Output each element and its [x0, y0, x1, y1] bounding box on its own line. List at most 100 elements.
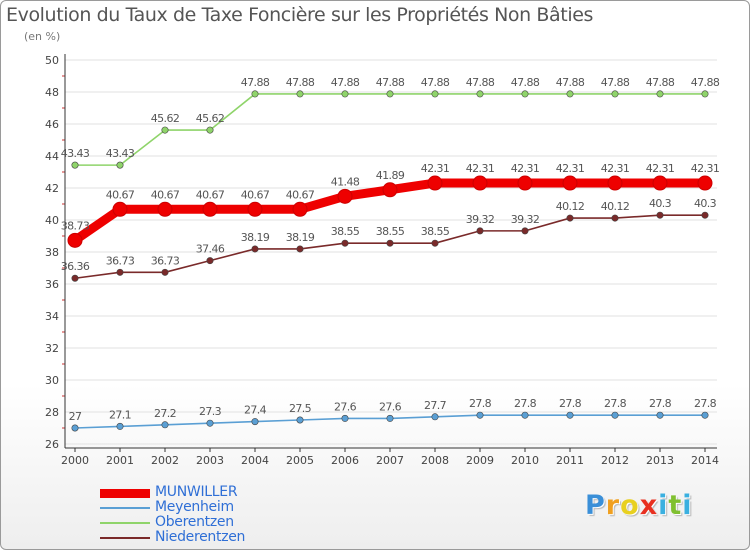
data-label: 36.73	[106, 254, 135, 267]
data-point	[247, 201, 263, 217]
data-label: 40.67	[151, 188, 180, 201]
data-label: 42.31	[556, 162, 585, 175]
logo-letter: P	[585, 490, 606, 521]
data-label: 47.88	[331, 76, 360, 89]
x-tick-label: 2011	[556, 454, 584, 467]
data-label: 38.55	[421, 225, 450, 238]
logo-letter: o	[620, 490, 640, 521]
data-label: 42.31	[421, 162, 450, 175]
data-point	[431, 413, 439, 421]
data-point	[566, 214, 574, 222]
x-tick-label: 2007	[376, 454, 404, 467]
data-point	[206, 419, 214, 427]
data-label: 43.43	[106, 147, 135, 160]
x-tick-label: 2004	[241, 454, 269, 467]
data-point	[341, 414, 349, 422]
data-point	[386, 414, 394, 422]
x-tick-label: 2012	[601, 454, 629, 467]
data-label: 27.8	[514, 397, 537, 410]
data-label: 40.67	[106, 188, 135, 201]
data-point	[157, 201, 173, 217]
data-label: 40.67	[286, 188, 315, 201]
data-point	[521, 411, 529, 419]
legend-label: MUNWILLER	[155, 484, 238, 500]
data-label: 27	[69, 410, 82, 423]
y-tick-label: 34	[45, 310, 59, 323]
data-point	[566, 90, 574, 98]
data-point	[701, 411, 709, 419]
data-label: 40.67	[196, 188, 225, 201]
data-label: 27.1	[109, 408, 131, 421]
data-label: 27.6	[379, 400, 402, 413]
data-point	[337, 188, 353, 204]
data-label: 27.8	[469, 397, 492, 410]
y-tick-label: 40	[45, 214, 59, 227]
data-point	[161, 268, 169, 276]
data-point	[116, 268, 124, 276]
data-label: 39.32	[511, 213, 540, 226]
series-munwiller: 38.73 40.67 40.67 40.67 40.67 40.67 41.48 41.89…	[61, 162, 720, 248]
legend-label: Niederentzen	[155, 529, 246, 545]
data-point	[611, 90, 619, 98]
data-point	[341, 90, 349, 98]
data-label: 47.88	[646, 76, 675, 89]
data-point	[296, 90, 304, 98]
legend-swatch	[100, 537, 150, 539]
data-point	[697, 175, 713, 191]
data-point	[116, 161, 124, 169]
y-tick-label: 50	[45, 54, 59, 67]
data-point	[656, 90, 664, 98]
data-label: 27.4	[244, 404, 267, 417]
legend-swatch	[100, 507, 150, 509]
data-point	[112, 201, 128, 217]
y-tick-label: 30	[45, 374, 59, 387]
data-label: 47.88	[421, 76, 450, 89]
data-point	[476, 411, 484, 419]
x-tick-label: 2003	[196, 454, 224, 467]
data-point	[476, 227, 484, 235]
data-label: 47.88	[691, 76, 720, 89]
data-label: 36.73	[151, 254, 180, 267]
x-tick-label: 2000	[61, 454, 89, 467]
data-point	[71, 274, 79, 282]
data-label: 42.31	[511, 162, 540, 175]
data-label: 40.3	[649, 197, 672, 210]
data-label: 45.62	[196, 112, 225, 125]
data-label: 47.88	[241, 76, 270, 89]
data-point	[382, 182, 398, 198]
data-label: 47.88	[556, 76, 585, 89]
data-label: 42.31	[691, 162, 720, 175]
logo-letter: i	[658, 490, 669, 521]
data-label: 40.12	[556, 200, 585, 213]
data-point	[71, 424, 79, 432]
data-point	[431, 239, 439, 247]
data-label: 27.3	[199, 405, 222, 418]
data-point	[67, 232, 83, 248]
y-tick-label: 38	[45, 246, 59, 259]
data-point	[652, 175, 668, 191]
data-label: 41.48	[331, 175, 360, 188]
x-tick-label: 2005	[286, 454, 314, 467]
data-label: 27.6	[334, 400, 357, 413]
y-tick-label: 32	[45, 342, 59, 355]
data-label: 39.32	[466, 213, 495, 226]
data-label: 27.2	[154, 407, 176, 420]
chart-title: Evolution du Taux de Taxe Foncière sur l…	[6, 4, 594, 26]
data-point	[562, 175, 578, 191]
data-label: 47.88	[376, 76, 405, 89]
y-tick-label: 26	[45, 438, 59, 451]
data-label: 47.88	[601, 76, 630, 89]
data-point	[71, 161, 79, 169]
data-point	[202, 201, 218, 217]
data-point	[701, 90, 709, 98]
data-point	[206, 126, 214, 134]
data-point	[206, 257, 214, 265]
data-label: 38.19	[241, 231, 270, 244]
data-point	[521, 90, 529, 98]
data-label: 38.55	[376, 225, 405, 238]
data-label: 40.3	[694, 197, 717, 210]
y-tick-label: 36	[45, 278, 59, 291]
data-label: 45.62	[151, 112, 180, 125]
data-label: 27.5	[289, 402, 312, 415]
